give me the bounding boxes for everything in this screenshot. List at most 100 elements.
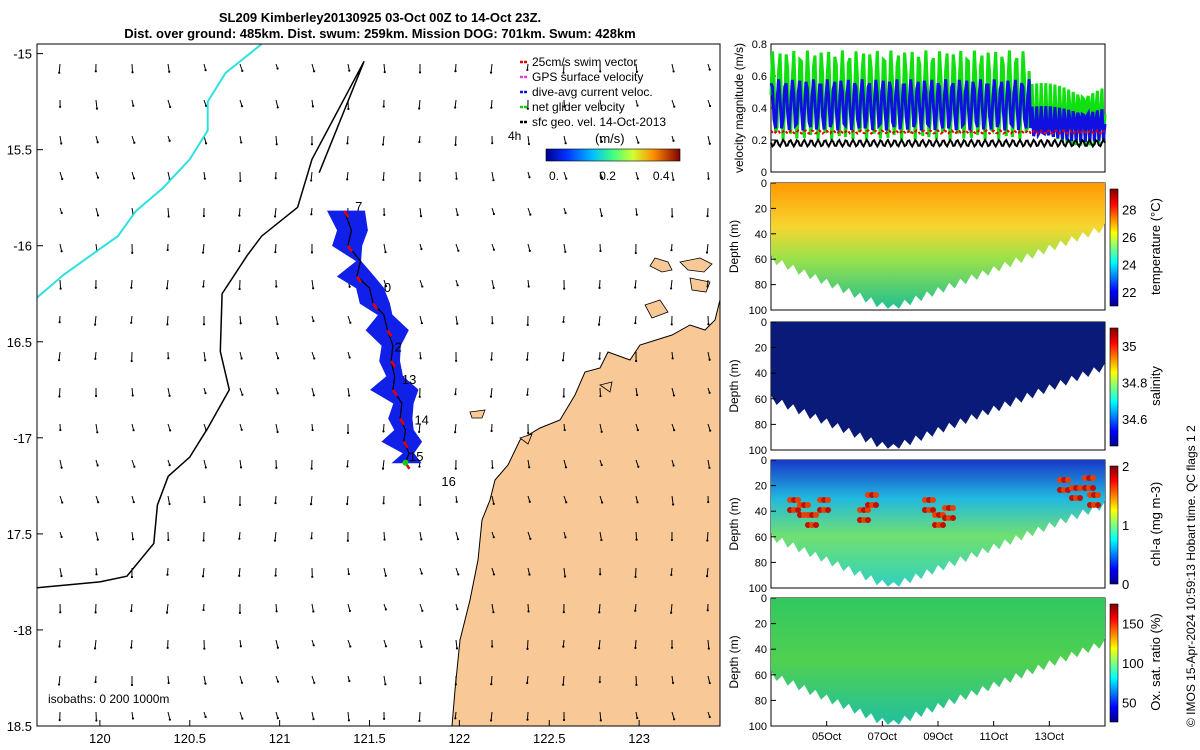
surface-velocity-arrow — [634, 279, 637, 288]
surface-velocity-arrow — [275, 603, 278, 612]
surface-velocity-arrowhead — [202, 323, 206, 326]
surface-velocity-arrowhead — [598, 357, 601, 360]
surface-velocity-arrowhead — [419, 215, 423, 218]
chlorophyll-high-marker — [865, 517, 871, 523]
chlorophyll-high-marker — [946, 505, 952, 511]
surface-velocity-arrowhead — [492, 248, 496, 251]
surface-velocity-arrowhead — [346, 178, 349, 181]
surface-velocity-arrowhead — [347, 572, 350, 576]
surface-velocity-arrowhead — [274, 177, 277, 180]
surface-velocity-arrowhead — [96, 431, 99, 434]
surface-velocity-arrowhead — [600, 214, 603, 217]
surface-velocity-arrowhead — [275, 285, 278, 288]
surface-velocity-arrow — [275, 423, 279, 433]
surface-velocity-arrowhead — [168, 502, 171, 506]
surface-velocity-arrowhead — [275, 466, 278, 469]
surface-velocity-arrowhead — [310, 467, 313, 470]
surface-velocity-arrowhead — [455, 647, 459, 650]
surface-velocity-arrow — [166, 567, 169, 575]
map-x-tick-label: 120 — [89, 731, 111, 746]
surface-velocity-arrow — [311, 711, 314, 720]
section-x-tick-label: 13Oct — [1035, 731, 1064, 743]
surface-velocity-arrow — [311, 603, 314, 612]
surface-velocity-arrowhead — [706, 539, 709, 542]
section-y-tick-label: 0 — [761, 178, 767, 190]
surface-velocity-arrowhead — [58, 71, 61, 74]
surface-velocity-arrow — [382, 459, 385, 469]
surface-velocity-arrowhead — [382, 430, 385, 433]
surface-velocity-arrowhead — [60, 142, 63, 145]
surface-velocity-arrowhead — [310, 179, 313, 182]
surface-velocity-arrowhead — [168, 718, 171, 721]
surface-velocity-arrow — [563, 495, 567, 503]
map-y-tick-label: -17 — [13, 431, 32, 446]
section-colorbar-tick-label: 28 — [1122, 203, 1136, 218]
chlorophyll-high-marker — [813, 512, 819, 518]
surface-velocity-arrowhead — [529, 537, 532, 540]
isobath-1000m — [37, 60, 365, 589]
surface-velocity-arrowhead — [204, 392, 207, 395]
surface-velocity-arrow — [131, 531, 134, 540]
chlorophyll-high-marker — [1091, 492, 1097, 498]
surface-velocity-arrowhead — [238, 214, 241, 217]
surface-velocity-arrow — [130, 603, 133, 612]
surface-velocity-arrow — [526, 639, 529, 649]
surface-velocity-arrowhead — [312, 394, 315, 397]
chlorophyll-high-marker — [825, 507, 831, 513]
surface-velocity-arrow — [311, 351, 315, 359]
chlorophyll-high-marker — [869, 492, 875, 498]
chlorophyll-high-marker — [821, 497, 827, 503]
surface-velocity-arrowhead — [456, 608, 459, 611]
surface-velocity-arrowhead — [669, 287, 673, 290]
surface-velocity-arrowhead — [564, 211, 567, 215]
surface-velocity-arrow — [455, 315, 458, 324]
surface-velocity-arrowhead — [454, 143, 457, 146]
surface-velocity-arrowhead — [421, 609, 424, 612]
surface-velocity-arrowhead — [599, 719, 602, 722]
surface-velocity-arrow — [599, 711, 602, 721]
surface-velocity-arrowhead — [418, 107, 421, 110]
surface-velocity-arrowhead — [166, 573, 169, 576]
surface-velocity-arrowhead — [130, 683, 134, 687]
surface-velocity-arrowhead — [94, 680, 97, 684]
surface-velocity-arrowhead — [600, 176, 604, 179]
surface-velocity-arrowhead — [167, 538, 170, 542]
surface-velocity-arrow — [239, 675, 243, 683]
surface-velocity-arrow — [707, 675, 711, 684]
section-colorbar — [1109, 603, 1119, 723]
surface-velocity-arrow — [562, 639, 565, 647]
surface-velocity-arrowhead — [309, 503, 313, 506]
surface-velocity-arrowhead — [563, 287, 566, 290]
surface-velocity-arrowhead — [166, 646, 169, 649]
chlorophyll-high-marker — [930, 507, 936, 513]
surface-velocity-arrow — [59, 279, 62, 289]
surface-velocity-arrowhead — [492, 611, 495, 614]
surface-velocity-arrowhead — [526, 681, 529, 685]
chlorophyll-high-marker — [1086, 475, 1092, 481]
section-colorbar-label: salinity — [1148, 366, 1163, 406]
surface-velocity-arrowhead — [275, 143, 278, 146]
surface-velocity-arrowhead — [94, 394, 98, 398]
surface-velocity-arrow — [167, 207, 170, 217]
surface-velocity-arrow — [58, 351, 61, 361]
surface-velocity-arrowhead — [705, 251, 709, 254]
surface-velocity-arrow — [491, 567, 495, 575]
surface-velocity-arrow — [274, 531, 277, 541]
surface-velocity-arrow — [383, 675, 386, 685]
surface-velocity-arrow — [598, 639, 601, 649]
chlorophyll-high-marker — [869, 502, 875, 508]
surface-velocity-arrowhead — [670, 323, 673, 326]
surface-velocity-arrow — [238, 531, 241, 539]
surface-velocity-arrowhead — [310, 213, 313, 216]
chlorophyll-high-marker — [1065, 477, 1071, 483]
surface-velocity-arrow — [58, 63, 61, 73]
surface-velocity-arrowhead — [492, 573, 496, 576]
legend-label: 25cm/s swim vector — [532, 55, 637, 69]
surface-velocity-arrow — [95, 243, 98, 252]
chlorophyll-high-marker — [809, 522, 815, 528]
surface-velocity-arrowhead — [312, 644, 315, 647]
section-axes — [770, 321, 1106, 451]
surface-velocity-arrowhead — [346, 142, 349, 145]
surface-velocity-arrow — [563, 135, 567, 144]
